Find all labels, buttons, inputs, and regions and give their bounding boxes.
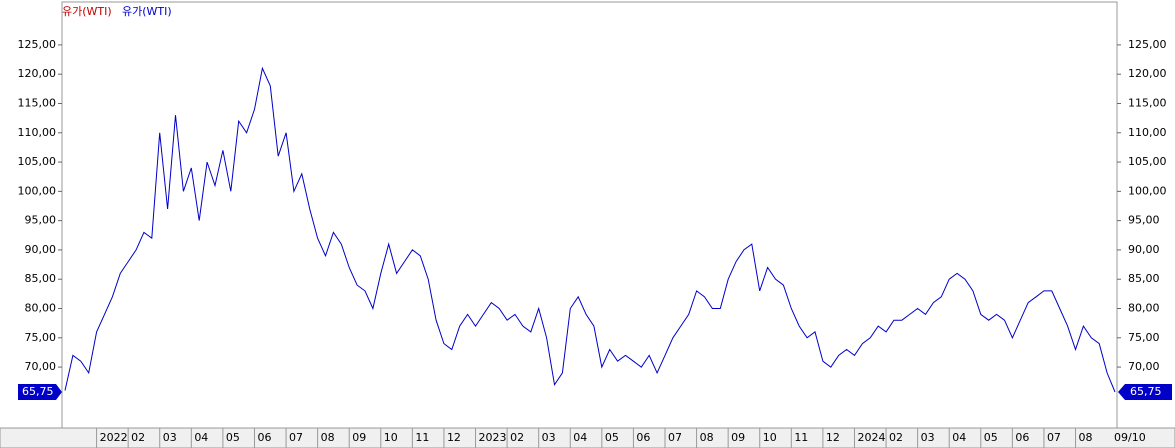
x-tick-label: 05 (226, 431, 240, 444)
x-tick-label: 03 (542, 431, 556, 444)
x-tick-label: 02 (131, 431, 145, 444)
y-tick-label: 70,00 (25, 360, 57, 373)
x-tick-label: 03 (163, 431, 177, 444)
x-tick-label: 12 (826, 431, 840, 444)
y-tick-label-right: 95,00 (1128, 214, 1160, 227)
x-tick-label: 08 (700, 431, 714, 444)
last-value-box (18, 383, 62, 400)
x-tick-label: 11 (794, 431, 808, 444)
y-tick-label: 85,00 (25, 272, 57, 285)
y-tick-label: 120,00 (18, 67, 57, 80)
x-tick-label: 04 (573, 431, 587, 444)
x-tick-label: 10 (763, 431, 777, 444)
y-tick-label-right: 125,00 (1128, 38, 1167, 51)
x-tick-label: 06 (1015, 431, 1029, 444)
x-tick-label: 02 (510, 431, 524, 444)
y-tick-label-right: 80,00 (1128, 302, 1160, 315)
x-tick-label: 03 (921, 431, 935, 444)
x-tick-label: 09 (352, 431, 366, 444)
plot-area (61, 1, 1118, 429)
x-tick-label: 2022 (100, 431, 128, 444)
y-tick-label-right: 105,00 (1128, 155, 1167, 168)
x-tick-label: 07 (289, 431, 303, 444)
y-tick-label-right: 70,00 (1128, 360, 1160, 373)
y-tick-label: 110,00 (18, 126, 57, 139)
x-axis-strip (0, 427, 1175, 448)
x-tick-label: 12 (447, 431, 461, 444)
x-tick-label: 08 (1079, 431, 1093, 444)
y-tick-label: 125,00 (18, 38, 57, 51)
x-tick-label: 11 (415, 431, 429, 444)
y-tick-label-right: 110,00 (1128, 126, 1167, 139)
x-tick-label: 2023 (479, 431, 507, 444)
x-tick-label: 10 (384, 431, 398, 444)
x-tick-label: 08 (321, 431, 335, 444)
x-tick-label: 09 (731, 431, 745, 444)
last-value-label-right: 65,75 (1130, 385, 1162, 398)
last-value-label: 65,75 (22, 385, 54, 398)
y-tick-label-right: 100,00 (1128, 184, 1167, 197)
legend-entry: 유가(WTI) (122, 5, 172, 18)
y-tick-label-right: 75,00 (1128, 331, 1160, 344)
x-tick-label: 2024 (857, 431, 885, 444)
x-tick-label: 04 (194, 431, 208, 444)
x-tick-label: 06 (636, 431, 650, 444)
x-tick-label: 04 (952, 431, 966, 444)
y-tick-label-right: 120,00 (1128, 67, 1167, 80)
y-tick-label: 115,00 (18, 96, 57, 109)
x-tick-label: 07 (668, 431, 682, 444)
y-tick-label-right: 90,00 (1128, 243, 1160, 256)
y-tick-label: 100,00 (18, 184, 57, 197)
y-tick-label-right: 115,00 (1128, 96, 1167, 109)
y-tick-label-right: 85,00 (1128, 272, 1160, 285)
y-tick-label: 95,00 (25, 214, 57, 227)
x-tick-label: 07 (1047, 431, 1061, 444)
legend-entry: 유가(WTI) (62, 5, 112, 18)
x-tick-label: 02 (889, 431, 903, 444)
y-tick-label: 80,00 (25, 302, 57, 315)
x-tick-label: 06 (257, 431, 271, 444)
x-tick-label: 05 (984, 431, 998, 444)
y-tick-label: 90,00 (25, 243, 57, 256)
price-line (64, 66, 1116, 393)
x-tick-label: 09/10 (1114, 431, 1146, 444)
last-value-box-right (1118, 383, 1172, 400)
legend: 유가(WTI) 유가(WTI) (62, 5, 172, 18)
x-tick-label: 05 (605, 431, 619, 444)
y-tick-label: 105,00 (18, 155, 57, 168)
y-tick-label: 75,00 (25, 331, 57, 344)
